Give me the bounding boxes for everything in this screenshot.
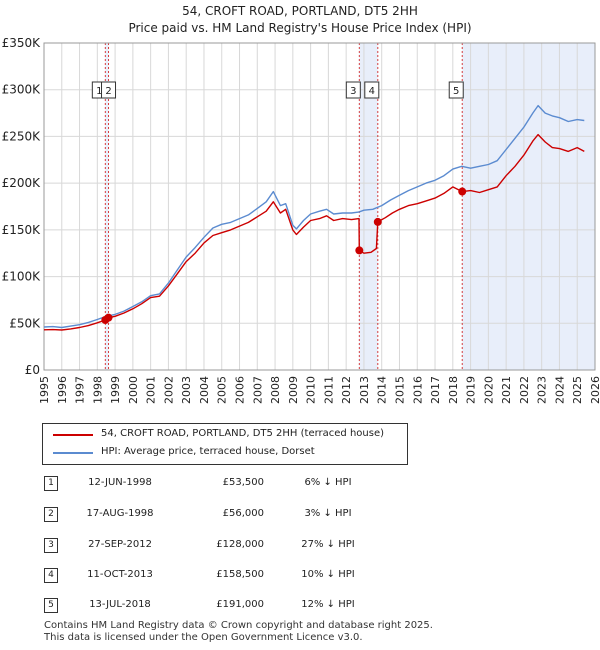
shaded-range: [462, 43, 595, 370]
table-row: 1 12-JUN-1998 £53,500 6% ↓ HPI: [0, 474, 600, 494]
sale-label-box: 5: [448, 81, 464, 99]
x-tick-label: 1997: [74, 376, 87, 404]
x-tick-label: 2004: [198, 376, 211, 404]
x-tick-label: 2017: [429, 376, 442, 404]
x-tick-label: 2018: [447, 376, 460, 404]
x-tick-label: 2020: [482, 376, 495, 404]
footer-licence: This data is licensed under the Open Gov…: [44, 632, 363, 643]
plot-frame: [43, 42, 596, 371]
footer-copyright: Contains HM Land Registry data © Crown c…: [44, 620, 433, 631]
sale-point: [373, 217, 382, 226]
y-tick-label: £50K: [9, 316, 41, 330]
sale-label-number: 2: [105, 86, 111, 97]
sale-number: 1: [44, 476, 58, 491]
x-tick-label: 1998: [91, 376, 104, 404]
sale-point: [104, 313, 113, 322]
table-row: 4 11-OCT-2013 £158,500 10% ↓ HPI: [0, 566, 600, 586]
series-line-hpi: [43, 104, 585, 329]
x-tick-label: 2012: [340, 376, 353, 404]
x-tick-label: 1995: [38, 376, 51, 404]
x-tick-label: 2022: [518, 376, 531, 404]
sale-label-box: 2: [101, 81, 117, 99]
sale-price: £191,000: [216, 599, 264, 610]
sale-label-frame: [448, 81, 464, 99]
x-tick-label: 2023: [536, 376, 549, 404]
sale-label-frame: [101, 81, 117, 99]
series-line-property: [43, 133, 585, 331]
x-tick-label: 2007: [251, 376, 264, 404]
sale-date: 13-JUL-2018: [89, 599, 151, 610]
sale-hpi-diff: 10% ↓ HPI: [301, 569, 355, 580]
legend-label-hpi: HPI: Average price, terraced house, Dors…: [101, 446, 315, 457]
x-tick-label: 2005: [216, 376, 229, 404]
x-tick-label: 2003: [180, 376, 193, 404]
sale-hpi-diff: 12% ↓ HPI: [301, 599, 355, 610]
x-tick-label: 2009: [287, 376, 300, 404]
legend: 54, CROFT ROAD, PORTLAND, DT5 2HH (terra…: [42, 423, 408, 465]
y-tick-label: £0: [25, 363, 40, 377]
sale-label-box: 3: [345, 81, 361, 99]
x-tick-label: 2013: [358, 376, 371, 404]
x-tick-label: 2019: [465, 376, 478, 404]
sale-price: £56,000: [222, 508, 264, 519]
x-tick-label: 2015: [393, 376, 406, 404]
sale-label-frame: [345, 81, 361, 99]
table-row: 5 13-JUL-2018 £191,000 12% ↓ HPI: [0, 596, 600, 616]
sale-label-number: 3: [350, 86, 356, 97]
sale-number: 5: [44, 598, 58, 613]
sale-label-number: 4: [369, 86, 375, 97]
y-tick-label: £350K: [2, 36, 42, 50]
legend-swatch-hpi: [53, 452, 93, 454]
price-chart: 1 2 3 4 5 £0 £50K £100K £150K £200K £250K £300K £350…: [2, 36, 600, 404]
sale-date: 17-AUG-1998: [86, 508, 154, 519]
x-tick-label: 2008: [269, 376, 282, 404]
table-row: 3 27-SEP-2012 £128,000 27% ↓ HPI: [0, 536, 600, 556]
sale-date: 12-JUN-1998: [88, 477, 152, 488]
x-tick-label: 2024: [553, 376, 566, 404]
chart-subtitle: Price paid vs. HM Land Registry's House …: [128, 21, 472, 35]
sale-label-box: 4: [364, 81, 380, 99]
y-tick-label: £250K: [2, 129, 42, 143]
sale-label-frame: [364, 81, 380, 99]
sale-number: 4: [44, 568, 58, 583]
y-tick-label: £100K: [2, 270, 42, 284]
x-tick-label: 1999: [109, 376, 122, 404]
sale-label-number: 1: [96, 86, 102, 97]
sale-number: 3: [44, 538, 58, 553]
sale-hpi-diff: 27% ↓ HPI: [301, 539, 355, 550]
x-tick-label: 2002: [162, 376, 175, 404]
chart-title: 54, CROFT ROAD, PORTLAND, DT5 2HH: [182, 4, 418, 18]
y-tick-label: £150K: [2, 223, 42, 237]
x-tick-label: 2010: [305, 376, 318, 404]
x-tick-label: 2025: [571, 376, 584, 404]
x-tick-label: 2026: [589, 376, 600, 404]
sale-point: [355, 246, 364, 255]
y-tick-label: £300K: [2, 83, 42, 97]
sale-number: 2: [44, 507, 58, 522]
x-tick-label: 2014: [376, 376, 389, 404]
sale-label-number: 5: [453, 86, 459, 97]
legend-label-property: 54, CROFT ROAD, PORTLAND, DT5 2HH (terra…: [101, 428, 385, 439]
sale-hpi-diff: 3% ↓ HPI: [304, 508, 352, 519]
x-tick-label: 2006: [234, 376, 247, 404]
sale-hpi-diff: 6% ↓ HPI: [304, 477, 352, 488]
x-tick-label: 2016: [411, 376, 424, 404]
y-tick-label: £200K: [2, 176, 42, 190]
x-tick-label: 2011: [322, 376, 335, 404]
sale-price: £158,500: [216, 569, 264, 580]
sale-price: £53,500: [222, 477, 264, 488]
x-tick-label: 2021: [500, 376, 513, 404]
sale-date: 27-SEP-2012: [88, 539, 152, 550]
legend-swatch-property: [53, 434, 93, 436]
x-tick-label: 2001: [145, 376, 158, 404]
x-tick-label: 1996: [56, 376, 69, 404]
sale-point: [458, 187, 467, 196]
sale-price: £128,000: [216, 539, 264, 550]
sale-date: 11-OCT-2013: [87, 569, 153, 580]
x-tick-label: 2000: [127, 376, 140, 404]
table-row: 2 17-AUG-1998 £56,000 3% ↓ HPI: [0, 505, 600, 525]
shaded-range: [105, 43, 109, 370]
